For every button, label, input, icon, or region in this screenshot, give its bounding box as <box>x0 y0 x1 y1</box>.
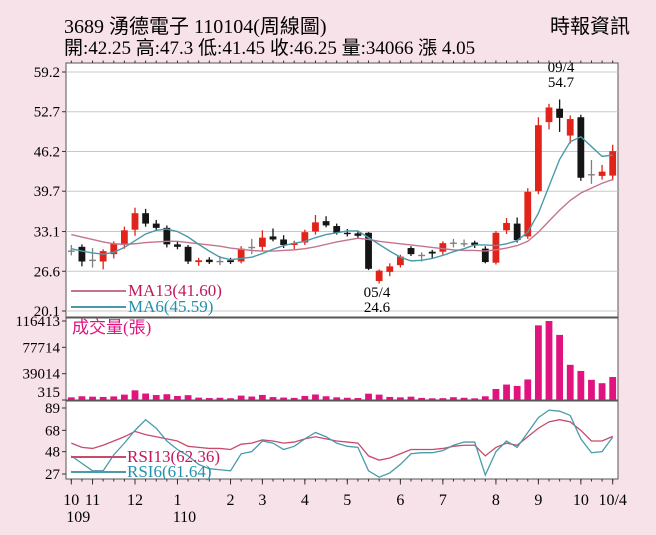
svg-text:33.1: 33.1 <box>34 225 60 241</box>
svg-text:2: 2 <box>227 492 235 509</box>
svg-text:109: 109 <box>66 509 90 526</box>
high-annotation: 09/4 54.7 <box>548 61 575 91</box>
svg-text:1: 1 <box>173 492 181 509</box>
svg-text:10/4: 10/4 <box>598 492 626 509</box>
low-annotation: 05/4 24.6 <box>364 286 391 316</box>
svg-text:59.2: 59.2 <box>34 65 60 81</box>
svg-text:77714: 77714 <box>23 340 61 356</box>
rsi13-legend: RSI13(62.36) <box>127 447 221 466</box>
source-label: 時報資訊 <box>550 16 630 38</box>
high-annotation-date: 09/4 <box>547 60 575 76</box>
chart-title: 3689 湧德電子 110104(周線圖) <box>64 16 327 38</box>
svg-text:68: 68 <box>45 423 60 439</box>
rsi6-legend: RSI6(61.64) <box>127 462 212 481</box>
ma6-line-swatch <box>71 306 126 308</box>
svg-text:39014: 39014 <box>23 367 61 383</box>
rsi13-line-swatch <box>71 456 126 458</box>
candlesticks <box>67 99 617 284</box>
ma13-line-swatch <box>71 290 126 292</box>
svg-text:10: 10 <box>63 492 79 509</box>
svg-text:52.7: 52.7 <box>34 105 61 121</box>
rsi-lines <box>70 409 614 478</box>
low-annotation-value: 24.6 <box>363 300 391 316</box>
volume-bars <box>67 321 617 400</box>
low-annotation-date: 05/4 <box>363 285 391 301</box>
svg-text:39.7: 39.7 <box>34 184 61 200</box>
svg-text:48: 48 <box>45 445 60 461</box>
svg-text:11: 11 <box>85 492 100 509</box>
ohlc-summary: 開:42.25 高:47.3 低:41.45 收:46.25 量:34066 漲… <box>64 38 476 59</box>
svg-text:46.2: 46.2 <box>34 144 60 160</box>
svg-text:9: 9 <box>534 492 542 509</box>
svg-text:7: 7 <box>439 492 447 509</box>
svg-text:10: 10 <box>573 492 589 509</box>
high-annotation-value: 54.7 <box>547 75 575 91</box>
svg-text:12: 12 <box>127 492 143 509</box>
svg-text:27: 27 <box>45 467 61 483</box>
svg-text:315: 315 <box>38 385 61 401</box>
chart-panels <box>65 62 619 480</box>
svg-text:116413: 116413 <box>16 314 60 330</box>
volume-label: 成交量(張) <box>72 318 152 337</box>
rsi6-line-swatch <box>71 471 126 473</box>
svg-text:6: 6 <box>396 492 404 509</box>
svg-text:89: 89 <box>45 401 60 417</box>
svg-text:5: 5 <box>343 492 351 509</box>
ma13-legend: MA13(41.60) <box>128 281 222 300</box>
svg-text:3: 3 <box>258 492 266 509</box>
svg-text:8: 8 <box>492 492 500 509</box>
svg-text:26.6: 26.6 <box>34 264 61 280</box>
svg-text:4: 4 <box>301 492 309 509</box>
ma-lines <box>71 135 613 262</box>
svg-text:110: 110 <box>173 509 196 526</box>
ma6-legend: MA6(45.59) <box>128 297 214 316</box>
svg-text:20.1: 20.1 <box>34 304 60 320</box>
